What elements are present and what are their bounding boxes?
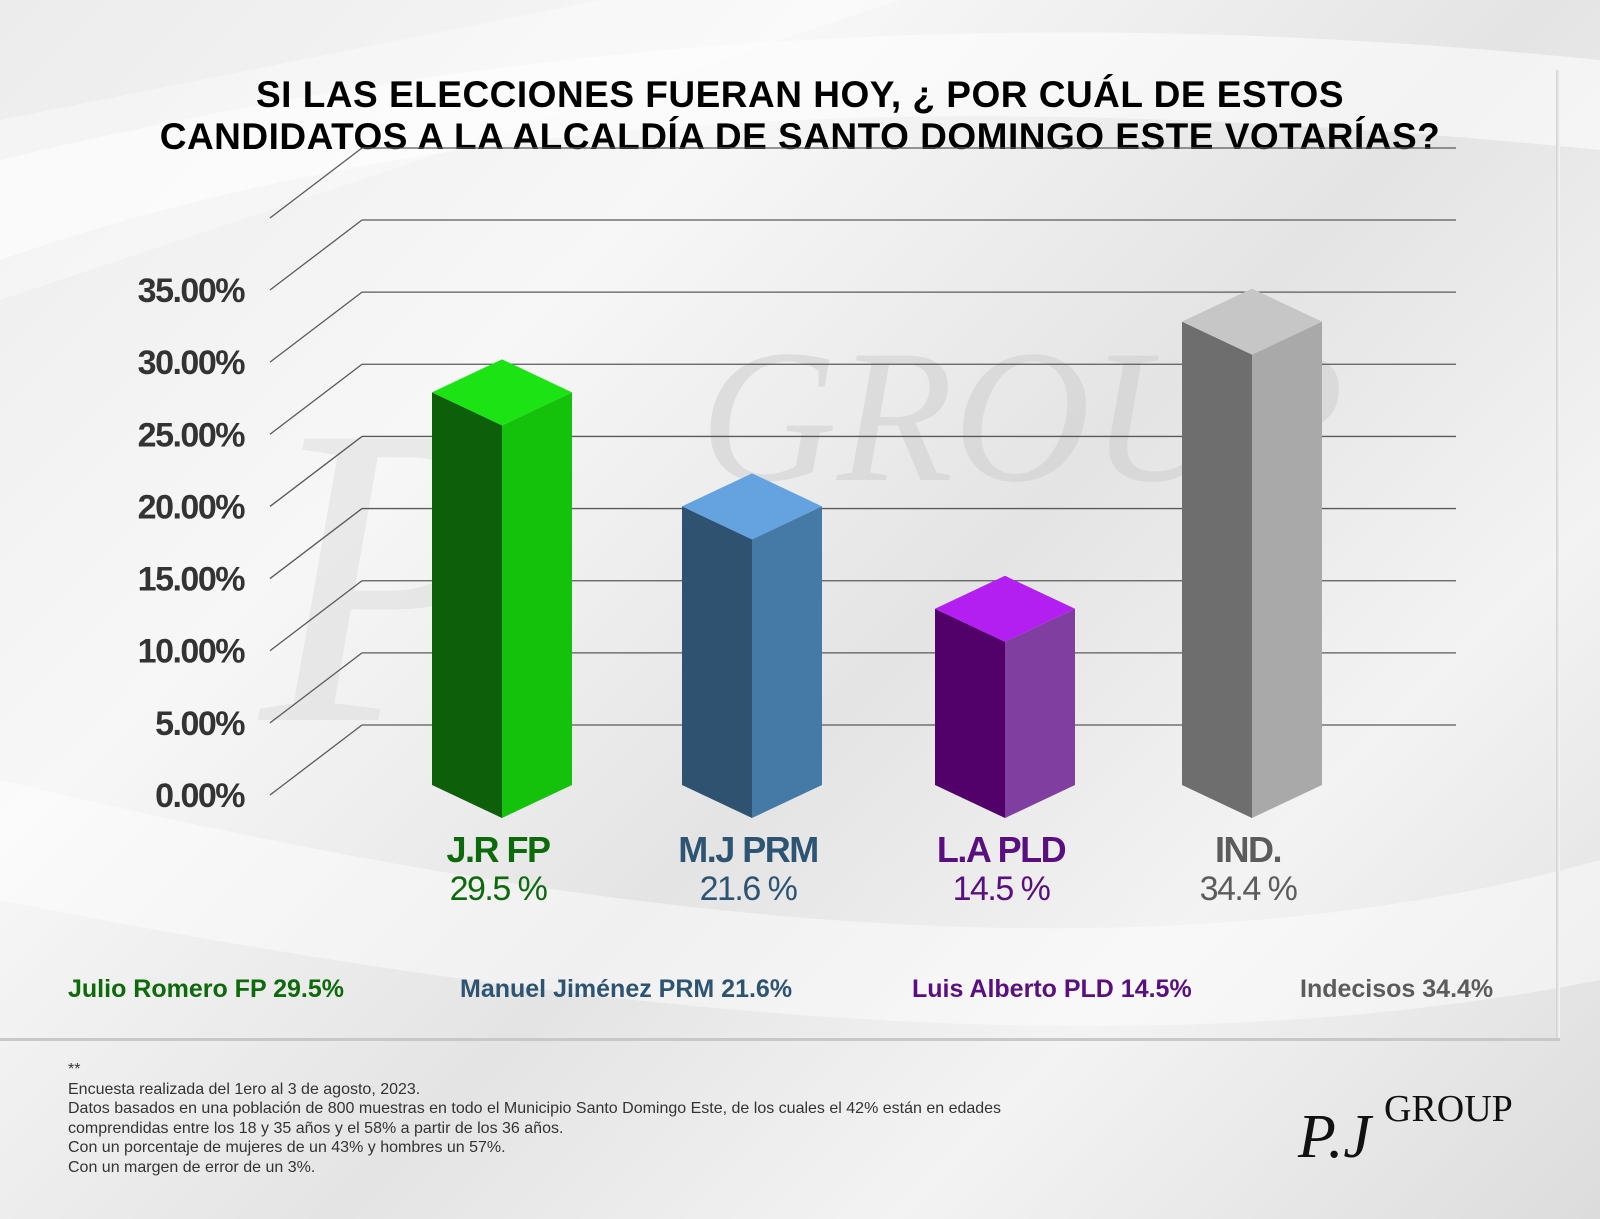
footnote-line: Datos basados en una población de 800 mu… xyxy=(68,1100,1002,1117)
footnote-line: Con un porcentaje de mujeres de un 43% y… xyxy=(68,1139,506,1156)
panel-right-edge xyxy=(1556,70,1560,1040)
grid-diagonal xyxy=(269,652,363,724)
legend-item-la: Luis Alberto PLD 14.5% xyxy=(912,975,1192,1004)
value-label: 21.6 % xyxy=(700,870,798,908)
divider-line xyxy=(0,1038,1560,1041)
y-tick-label: 5.00% xyxy=(155,705,245,743)
bar-top-face xyxy=(432,359,572,426)
title-line-2: CANDIDATOS A LA ALCALDÍA DE SANTO DOMING… xyxy=(159,116,1441,157)
grid-diagonal xyxy=(269,291,363,363)
company-logo: P.J GROUP xyxy=(1297,1088,1513,1171)
footnotes: ** Encuesta realizada del 1ero al 3 de a… xyxy=(68,1060,1238,1177)
footnote-line: Con un margen de error de un 3%. xyxy=(68,1158,316,1176)
value-label: 34.4 % xyxy=(1200,870,1298,908)
chart-title: SI LAS ELECCIONES FUERAN HOY, ¿ POR CUÁL… xyxy=(0,74,1600,158)
legend-text-la: Luis Alberto PLD 14.5% xyxy=(912,975,1192,1003)
y-tick-label: 0.00% xyxy=(155,777,245,815)
grid-diagonal xyxy=(269,147,363,219)
grid-diagonal xyxy=(269,724,363,796)
y-tick-label: 20.00% xyxy=(138,488,246,526)
bar-side-face xyxy=(502,392,572,818)
legend-text-jr: Julio Romero FP 29.5% xyxy=(68,975,345,1003)
legend-item-jr: Julio Romero FP 29.5% xyxy=(68,975,344,1004)
legend-item-ind: Indecisos 34.4% xyxy=(1300,975,1493,1004)
grid-diagonal xyxy=(269,508,363,580)
bar-side-face xyxy=(1252,321,1322,818)
bar-front-face xyxy=(1182,321,1252,818)
bar-top-face xyxy=(935,575,1075,642)
bar-top-face xyxy=(682,473,822,540)
grid-diagonal xyxy=(269,580,363,652)
title-line-1: SI LAS ELECCIONES FUERAN HOY, ¿ POR CUÁL… xyxy=(255,74,1345,115)
legend-item-mj: Manuel Jiménez PRM 21.6% xyxy=(460,975,792,1004)
y-tick-label: 35.00% xyxy=(138,272,246,310)
value-label: 29.5 % xyxy=(450,870,548,908)
bar-front-face xyxy=(682,506,752,818)
footnote-line: ** xyxy=(68,1061,81,1078)
grid-diagonal xyxy=(269,363,363,435)
category-label: M.J PRM xyxy=(678,829,818,870)
value-label: 14.5 % xyxy=(953,870,1051,908)
bar-side-face xyxy=(1005,608,1075,818)
footnote-line: Encuesta realizada del 1ero al 3 de agos… xyxy=(68,1080,421,1098)
y-tick-label: 10.00% xyxy=(138,633,246,671)
grid-diagonal xyxy=(269,219,363,291)
logo-initials: P.J xyxy=(1297,1103,1373,1171)
y-tick-label: 30.00% xyxy=(138,344,246,382)
bar-front-face xyxy=(432,392,502,818)
grid-diagonal xyxy=(269,435,363,507)
bar-side-face xyxy=(752,506,822,818)
category-label: L.A PLD xyxy=(937,829,1066,870)
category-label: J.R FP xyxy=(446,829,550,870)
y-tick-label: 15.00% xyxy=(138,561,246,599)
footnote-line: comprendidas entre los 18 y 35 años y el… xyxy=(68,1119,564,1137)
category-label: IND. xyxy=(1215,829,1281,870)
bar-front-face xyxy=(935,608,1005,818)
legend-text-ind: Indecisos 34.4% xyxy=(1300,975,1494,1003)
y-tick-label: 25.00% xyxy=(138,416,246,454)
legend-text-mj: Manuel Jiménez PRM 21.6% xyxy=(460,975,793,1003)
bar-top-face xyxy=(1182,288,1322,355)
logo-word: GROUP xyxy=(1384,1088,1513,1130)
